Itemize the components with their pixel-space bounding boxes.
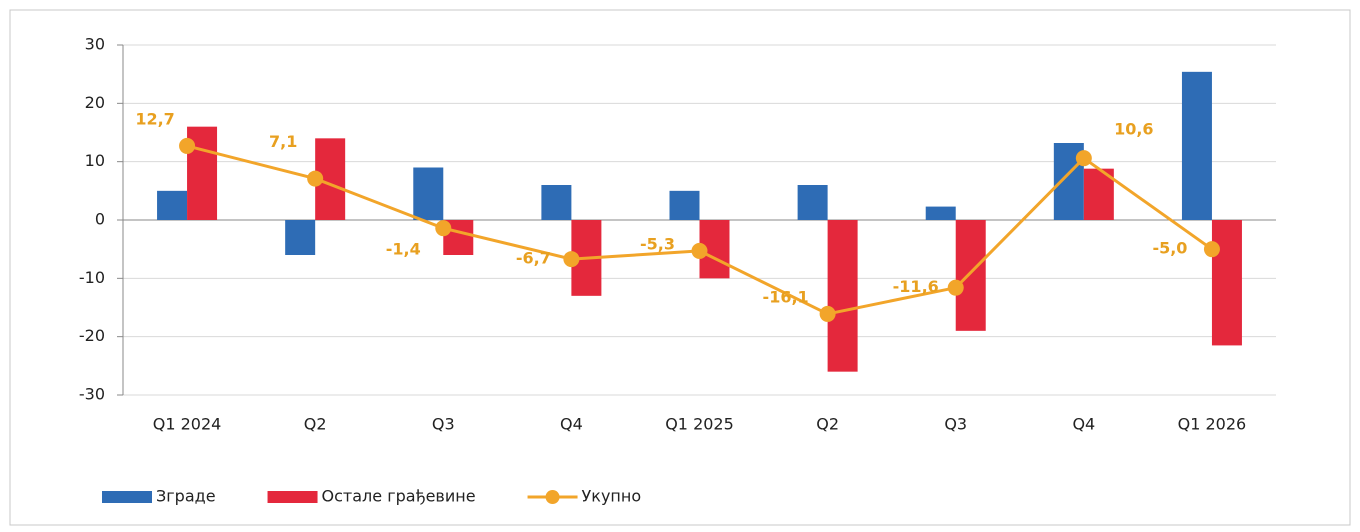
legend-label: Остале грађевине	[322, 487, 476, 506]
x-tick-label: Q1 2024	[153, 415, 222, 434]
y-tick-label: 0	[95, 210, 105, 229]
chart-frame	[9, 9, 1351, 526]
x-tick-label: Q3	[432, 415, 455, 434]
bar	[541, 185, 572, 220]
bar	[157, 190, 188, 220]
line-marker	[819, 305, 836, 322]
value-label: -6,7	[516, 249, 551, 268]
y-tick-label: 30	[85, 35, 105, 54]
value-label: -1,4	[386, 240, 421, 259]
x-tick-label: Q2	[816, 415, 839, 434]
bar	[925, 206, 956, 220]
legend-label: Укупно	[582, 487, 642, 506]
line-marker	[1203, 241, 1220, 258]
line-marker	[691, 242, 708, 259]
y-tick-label: -10	[79, 268, 105, 287]
bar	[1181, 71, 1212, 220]
line-marker	[179, 137, 196, 154]
value-label: -5,0	[1152, 239, 1187, 258]
value-label: 12,7	[135, 109, 174, 128]
bar	[797, 185, 828, 220]
x-tick-label: Q2	[304, 415, 327, 434]
y-tick-label: -30	[79, 385, 105, 404]
legend-label: Зграде	[156, 487, 216, 506]
bar	[285, 220, 316, 255]
x-tick-label: Q3	[944, 415, 967, 434]
value-label: -16,1	[763, 287, 809, 306]
x-tick-label: Q1 2025	[665, 415, 734, 434]
y-tick-label: -20	[79, 326, 105, 345]
bar	[955, 220, 986, 331]
value-label: 7,1	[269, 132, 297, 151]
bar	[827, 220, 858, 372]
legend-marker	[545, 490, 560, 504]
bar	[1211, 220, 1242, 346]
x-tick-label: Q1 2026	[1178, 415, 1247, 434]
y-tick-label: 10	[85, 151, 105, 170]
value-label: 10,6	[1114, 120, 1153, 139]
x-tick-label: Q4	[560, 415, 583, 434]
legend-swatch	[102, 491, 152, 503]
value-label: -5,3	[640, 234, 675, 253]
line-marker	[947, 279, 964, 296]
line-marker	[307, 170, 324, 187]
legend-swatch	[267, 491, 318, 503]
line-marker	[563, 251, 580, 268]
line-marker	[435, 220, 452, 237]
line-marker	[1075, 150, 1092, 167]
bar	[413, 167, 444, 220]
x-tick-label: Q4	[1072, 415, 1095, 434]
y-tick-label: 20	[85, 93, 105, 112]
bar	[669, 190, 700, 220]
value-label: -11,6	[893, 277, 939, 296]
